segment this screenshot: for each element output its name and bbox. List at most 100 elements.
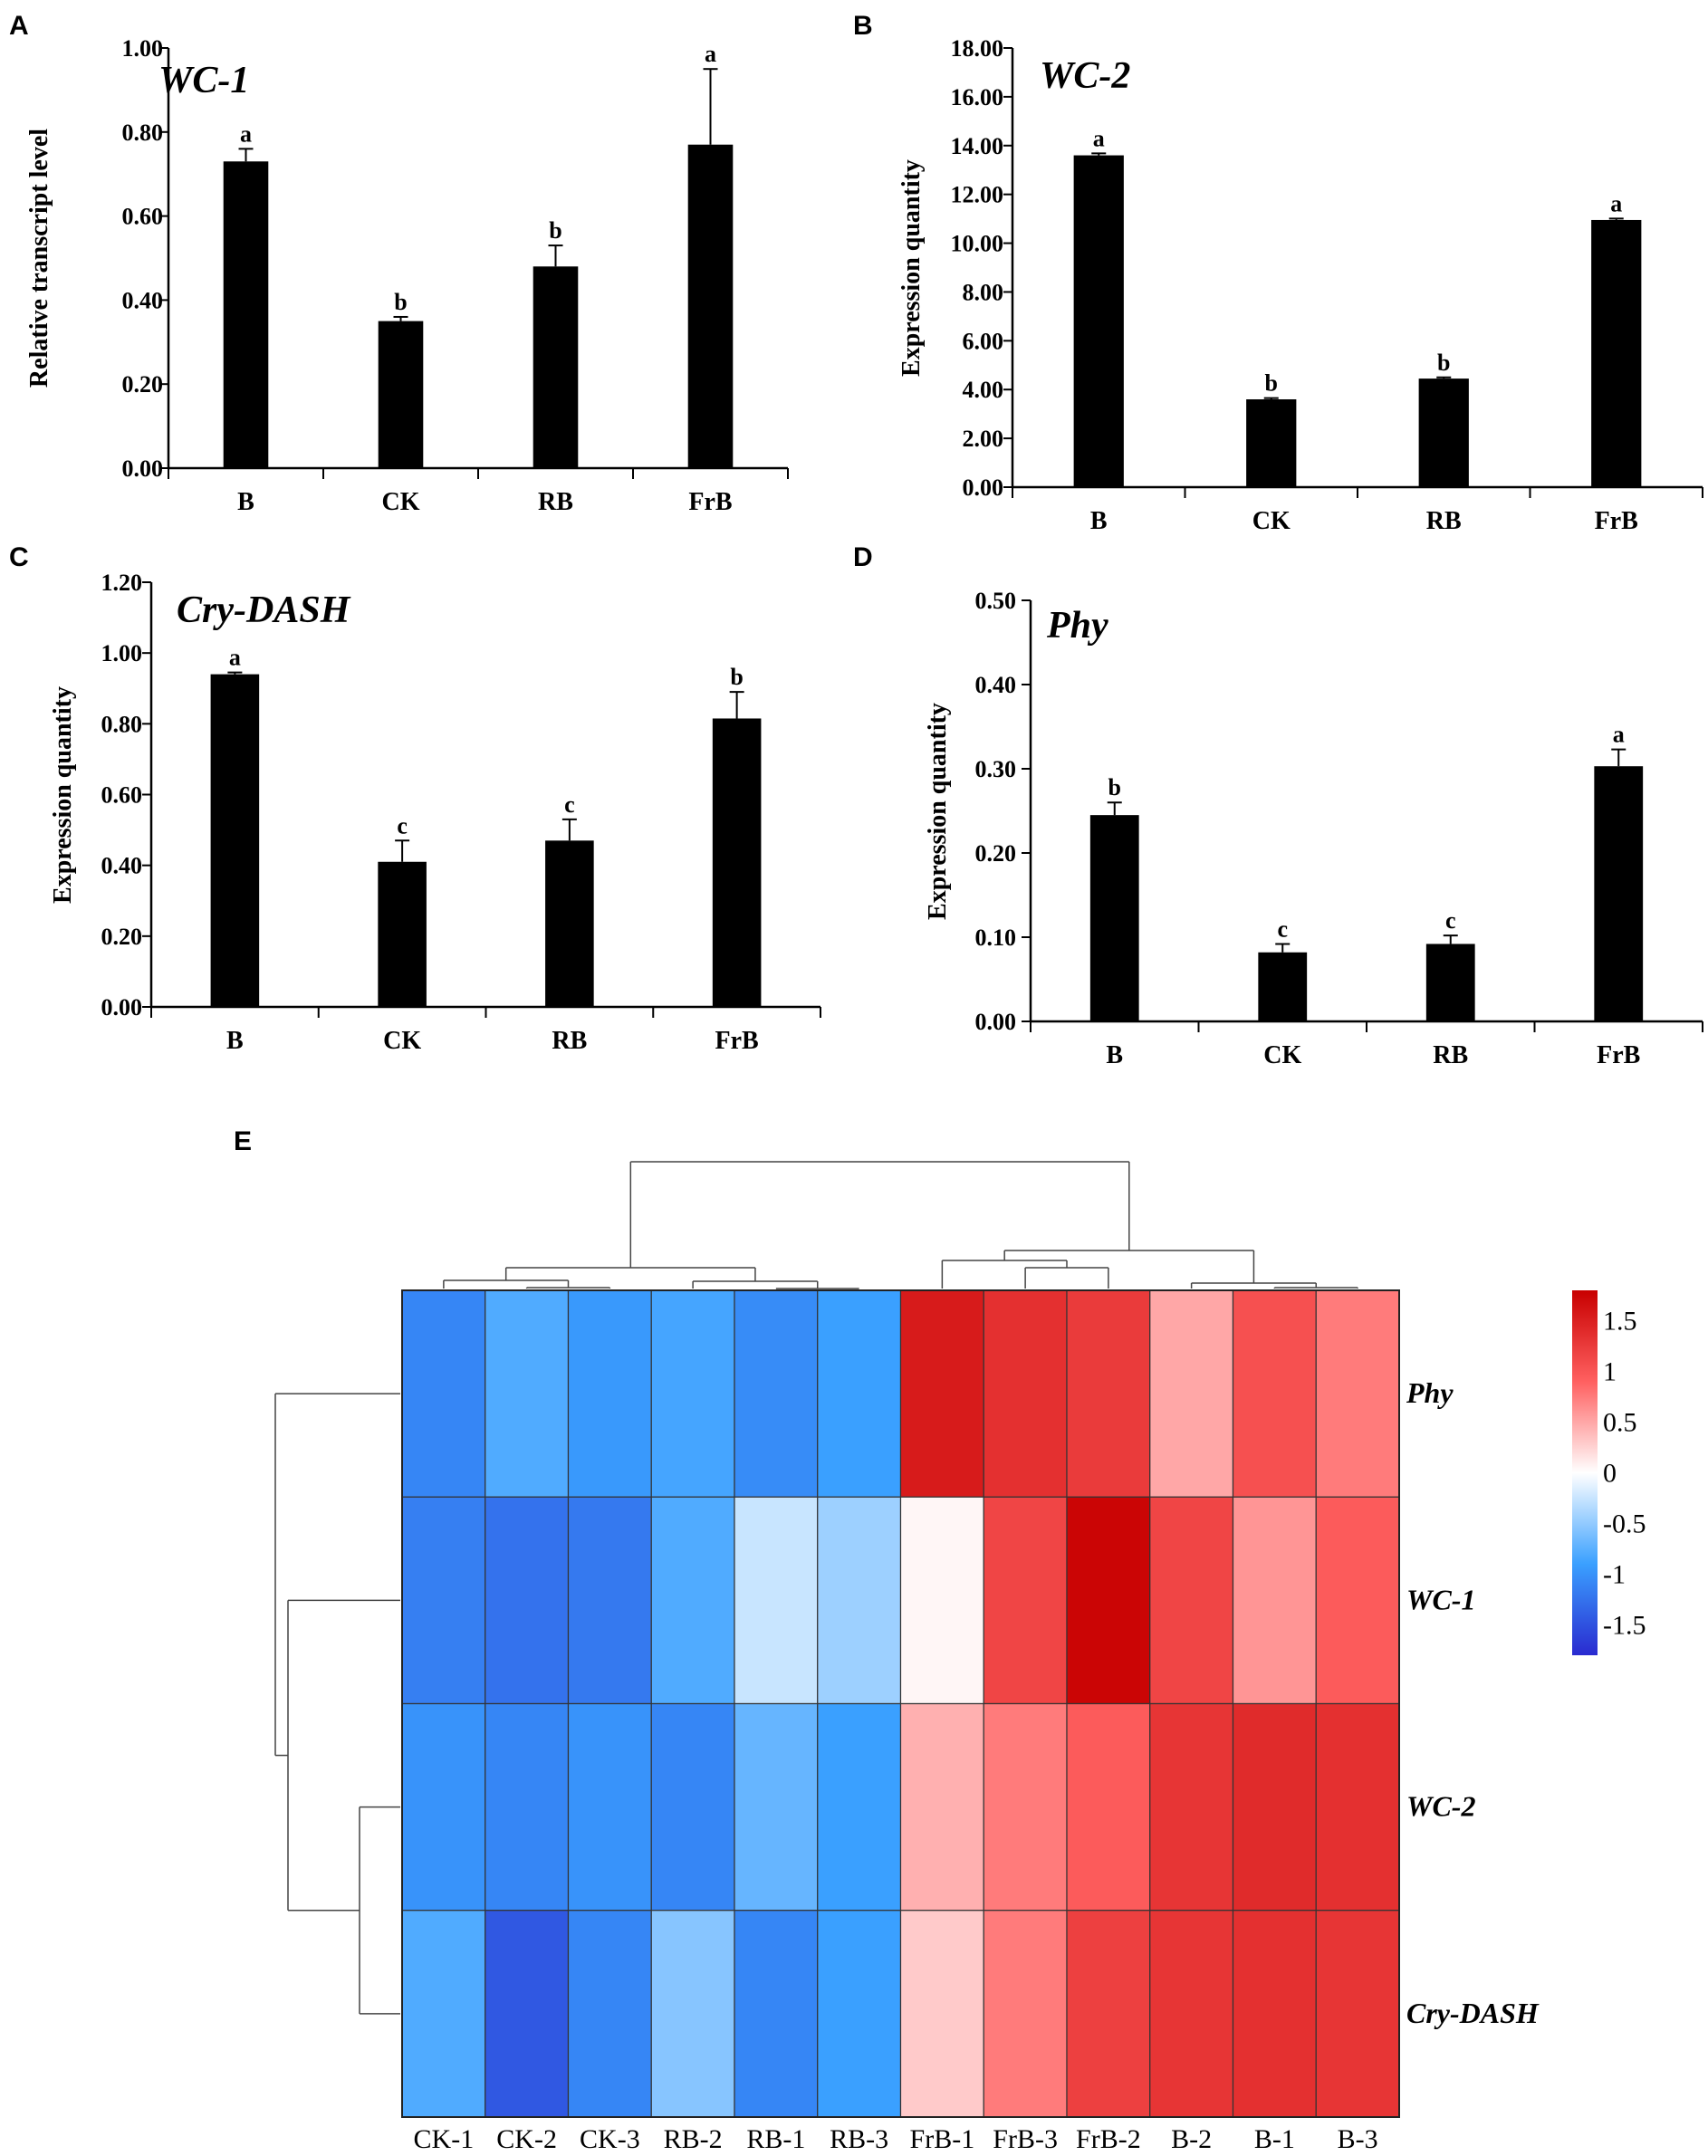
y-axis-label: Expression quantity bbox=[924, 703, 952, 920]
heatmap-cell bbox=[899, 1702, 984, 1912]
bar bbox=[1591, 219, 1642, 488]
x-tick-label: CK bbox=[1252, 507, 1291, 535]
column-label: CK-3 bbox=[580, 2124, 640, 2154]
bar bbox=[1258, 952, 1308, 1021]
significance-label: c bbox=[564, 791, 575, 818]
significance-label: a bbox=[1613, 722, 1625, 748]
y-tick-label: 0.40 bbox=[122, 287, 164, 313]
heatmap-cell bbox=[485, 1910, 570, 2118]
x-tick-label: B bbox=[226, 1027, 244, 1055]
bar-chart-phy: 0.00 0.10 0.20 0.30 0.40 0.50 Expression quant… bbox=[924, 588, 1703, 1069]
chart-title: Cry-DASH bbox=[177, 589, 351, 631]
bar bbox=[687, 144, 734, 468]
heatmap-cell bbox=[983, 1910, 1068, 2118]
x-tick-label: FrB bbox=[1595, 507, 1638, 535]
bar bbox=[712, 718, 762, 1007]
y-tick-label: 0.20 bbox=[975, 840, 1017, 867]
significance-label: b bbox=[1437, 350, 1450, 376]
row-label: Cry-DASH bbox=[1406, 1997, 1540, 2029]
heatmap-cell bbox=[1149, 1289, 1234, 1498]
y-tick-label: 0.50 bbox=[975, 588, 1017, 614]
heatmap-cell bbox=[899, 1496, 984, 1705]
heatmap-cell bbox=[734, 1702, 819, 1912]
heatmap-cell bbox=[485, 1702, 570, 1912]
bar bbox=[1425, 944, 1475, 1021]
y-tick-label: 8.00 bbox=[963, 279, 1004, 305]
x-tick-label: RB bbox=[1426, 507, 1462, 535]
significance-label: b bbox=[1265, 370, 1278, 397]
heatmap-border bbox=[401, 1289, 1400, 2118]
y-tick-label: 0.80 bbox=[122, 120, 164, 146]
x-tick-label: CK bbox=[1263, 1041, 1301, 1069]
panel-label-b: B bbox=[853, 11, 873, 41]
heatmap-cell bbox=[650, 1910, 735, 2118]
heatmap-cell bbox=[734, 1496, 819, 1705]
heatmap-cell bbox=[1315, 1496, 1400, 1705]
heatmap-cell bbox=[1232, 1702, 1317, 1912]
y-tick-label: 0.00 bbox=[122, 455, 164, 482]
colorbar-tick-label: -1 bbox=[1603, 1559, 1626, 1589]
y-tick-label: 1.00 bbox=[101, 640, 143, 666]
x-tick-label: CK bbox=[383, 1027, 421, 1055]
row-label: WC-2 bbox=[1406, 1790, 1475, 1823]
panel-label-e: E bbox=[234, 1126, 252, 1156]
heatmap-cell bbox=[1066, 1289, 1151, 1498]
x-tick-label: B bbox=[1106, 1041, 1123, 1069]
row-label: Phy bbox=[1406, 1376, 1454, 1409]
heatmap-cell bbox=[401, 1702, 486, 1912]
significance-label: a bbox=[229, 645, 241, 671]
heatmap-cell bbox=[817, 1289, 902, 1498]
significance-label: c bbox=[1277, 915, 1288, 942]
significance-label: a bbox=[1093, 125, 1105, 151]
heatmap-cell bbox=[734, 1910, 819, 2118]
bar bbox=[1594, 766, 1644, 1021]
bar bbox=[533, 266, 579, 468]
x-tick-label: RB bbox=[1433, 1041, 1468, 1069]
heatmap-cell bbox=[650, 1289, 735, 1498]
x-tick-label: RB bbox=[552, 1027, 587, 1055]
colorbar-tick-label: -1.5 bbox=[1603, 1610, 1646, 1640]
y-tick-label: 0.40 bbox=[101, 853, 143, 879]
heatmap-cell bbox=[485, 1496, 570, 1705]
y-tick-label: 0.30 bbox=[975, 756, 1017, 782]
bar bbox=[223, 161, 269, 468]
bar-chart-wc2: 0.00 2.00 4.00 6.00 8.00 10.00 12.00 14.00 16.00… bbox=[897, 35, 1703, 535]
chart-title: Phy bbox=[1046, 605, 1108, 647]
y-axis-label: Expression quantity bbox=[897, 159, 926, 377]
y-tick-label: 1.20 bbox=[101, 570, 143, 596]
y-tick-label: 4.00 bbox=[963, 377, 1004, 403]
heatmap-cell bbox=[1232, 1910, 1317, 2118]
heatmap-cell bbox=[1315, 1702, 1400, 1912]
y-tick-label: 0.00 bbox=[101, 994, 143, 1021]
significance-label: c bbox=[1445, 907, 1456, 934]
significance-label: b bbox=[1108, 774, 1121, 800]
y-tick-label: 18.00 bbox=[951, 35, 1004, 62]
y-tick-label: 16.00 bbox=[951, 84, 1004, 110]
heatmap-cell bbox=[401, 1910, 486, 2118]
bar bbox=[1073, 155, 1124, 488]
row-label: WC-1 bbox=[1406, 1583, 1475, 1615]
heatmap-cell bbox=[567, 1910, 652, 2118]
y-tick-label: 0.60 bbox=[101, 782, 143, 809]
column-label: FrB-1 bbox=[910, 2124, 975, 2154]
column-label: RB-1 bbox=[746, 2124, 805, 2154]
y-tick-label: 1.00 bbox=[122, 35, 164, 62]
colorbar bbox=[1572, 1290, 1598, 1655]
x-tick-label: RB bbox=[538, 488, 573, 516]
bar bbox=[378, 861, 427, 1007]
column-label: B-2 bbox=[1171, 2124, 1212, 2154]
panel-label-a: A bbox=[9, 11, 29, 41]
column-label: RB-3 bbox=[830, 2124, 888, 2154]
heatmap-cell bbox=[983, 1496, 1068, 1705]
significance-label: b bbox=[730, 664, 743, 690]
heatmap-cell bbox=[817, 1496, 902, 1705]
column-label: CK-1 bbox=[414, 2124, 475, 2154]
y-axis-label: Expression quantity bbox=[49, 686, 77, 904]
heatmap-cell bbox=[817, 1910, 902, 2118]
heatmap-cell bbox=[1315, 1910, 1400, 2118]
column-label: FrB-3 bbox=[993, 2124, 1058, 2154]
significance-label: b bbox=[394, 289, 407, 315]
bar bbox=[545, 840, 594, 1007]
heatmap-cell bbox=[1149, 1496, 1234, 1705]
